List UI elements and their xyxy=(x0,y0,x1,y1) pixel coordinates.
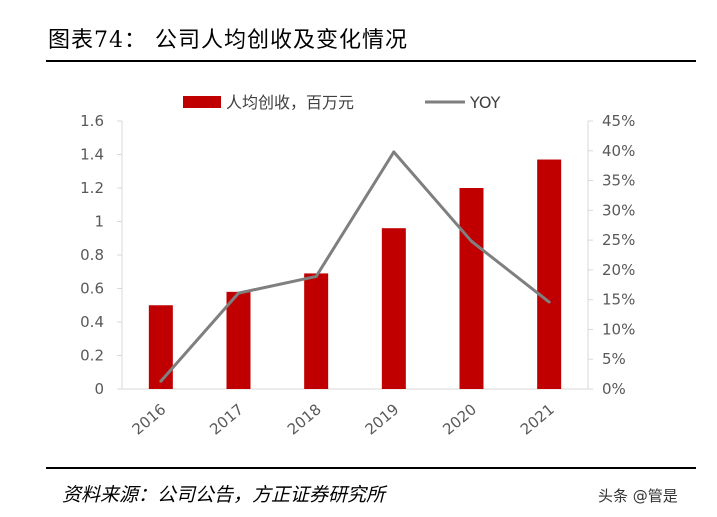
left-tick-label: 0.8 xyxy=(80,246,104,264)
source-note: 资料来源：公司公告，方正证券研究所 xyxy=(62,484,386,506)
yoy-point-2021 xyxy=(547,300,551,304)
yoy-point-2017 xyxy=(237,291,240,295)
left-tick-label: 0 xyxy=(94,380,104,398)
x-tick-label: 2020 xyxy=(439,400,480,438)
right-tick-label: 5% xyxy=(602,350,626,368)
right-tick-label: 25% xyxy=(602,231,635,249)
x-tick-label: 2017 xyxy=(206,400,247,438)
left-tick-label: 0.4 xyxy=(80,313,104,331)
left-tick-label: 0.2 xyxy=(80,347,104,365)
left-tick-label: 1.4 xyxy=(80,146,104,164)
legend-bar-swatch xyxy=(183,96,221,108)
right-tick-label: 40% xyxy=(602,142,635,160)
right-tick-label: 20% xyxy=(602,261,635,279)
x-tick-label: 2021 xyxy=(517,400,558,438)
right-tick-label: 15% xyxy=(602,291,635,309)
right-tick-label: 35% xyxy=(602,172,635,190)
chart-title: 图表74： 公司人均创收及变化情况 xyxy=(48,28,408,53)
legend-line-label: YOY xyxy=(469,93,501,112)
bar-2019 xyxy=(381,228,406,389)
top-divider xyxy=(46,60,696,62)
x-tick-label: 2019 xyxy=(362,400,403,438)
yoy-line xyxy=(159,150,551,383)
bar-2016 xyxy=(148,305,173,389)
legend-bar-label: 人均创收，百万元 xyxy=(226,93,354,112)
yoy-point-2018 xyxy=(314,274,318,278)
left-tick-label: 1.2 xyxy=(80,179,104,197)
bar-2018 xyxy=(304,273,329,389)
left-tick-label: 0.6 xyxy=(80,280,104,298)
bar-2020 xyxy=(459,188,484,389)
bar-2021 xyxy=(537,159,562,389)
yoy-point-2016 xyxy=(159,379,163,383)
right-tick-label: 0% xyxy=(602,380,626,398)
right-tick-label: 45% xyxy=(602,112,635,130)
watermark: 头条 @管是 xyxy=(598,487,678,505)
right-tick-label: 10% xyxy=(602,320,635,338)
bottom-divider xyxy=(46,467,696,469)
left-tick-label: 1.6 xyxy=(80,112,104,130)
left-tick-label: 1 xyxy=(94,213,104,231)
x-tick-label: 2018 xyxy=(284,400,325,438)
yoy-point-2020 xyxy=(470,239,473,243)
right-tick-label: 30% xyxy=(602,201,635,219)
x-tick-label: 2016 xyxy=(129,400,170,438)
bar-2017 xyxy=(226,291,251,389)
yoy-point-2019 xyxy=(392,150,396,154)
